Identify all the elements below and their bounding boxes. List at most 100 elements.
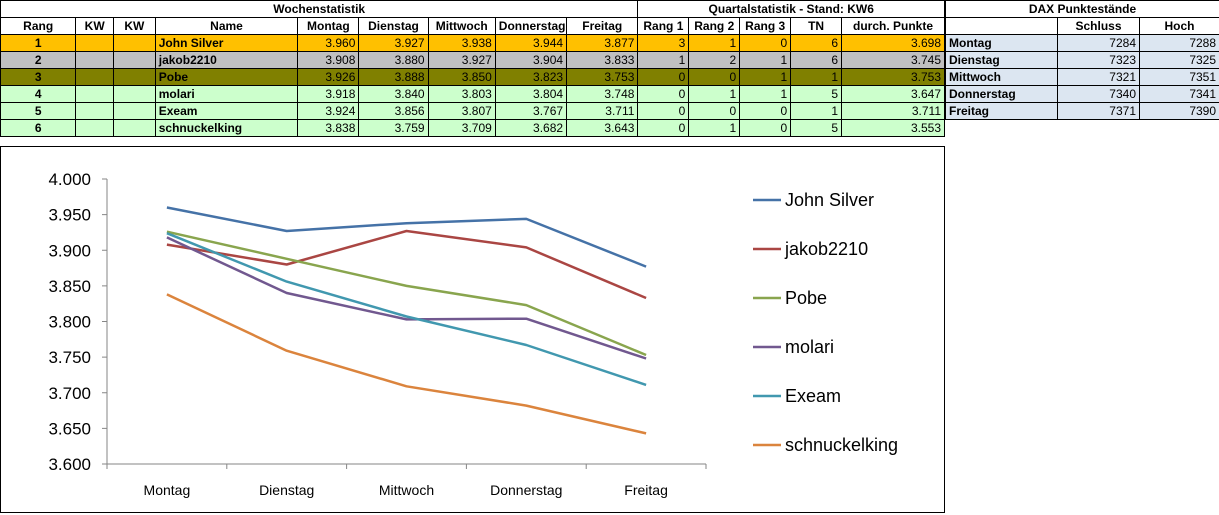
rang2-cell: 1 (688, 119, 741, 137)
col-header-dienstag: Dienstag (358, 17, 429, 35)
tn-cell: 6 (790, 51, 843, 69)
freitag-cell: 3.711 (566, 102, 639, 120)
rang3-cell: 0 (739, 34, 792, 52)
avg-cell: 3.745 (841, 51, 945, 69)
freitag-cell: 3.753 (566, 68, 639, 86)
y-tick-label: 3.950 (48, 206, 91, 225)
kw-cell (113, 85, 156, 103)
dax-table: DAX Punktestände Schluss Hoch Montag 7284… (944, 0, 1219, 120)
montag-cell: 3.924 (297, 102, 360, 120)
series-line-3 (166, 236, 647, 360)
montag-cell: 3.918 (297, 85, 360, 103)
col-header-montag: Montag (297, 17, 360, 35)
donnerstag-cell: 3.804 (494, 85, 568, 103)
donnerstag-cell: 3.767 (494, 102, 568, 120)
kw-cell (75, 102, 115, 120)
donnerstag-cell: 3.904 (494, 51, 568, 69)
kw-cell (113, 68, 156, 86)
x-tick-label: Donnerstag (490, 482, 562, 498)
rang2-cell: 0 (688, 102, 741, 120)
legend-entry: molari (785, 337, 834, 357)
line-chart: 3.600 3.650 3.700 3.750 3.800 3.850 3.900 3.950… (48, 170, 898, 498)
legend-entry: Exeam (785, 386, 841, 406)
legend-entry: jakob2210 (784, 239, 868, 259)
series-line-5 (166, 293, 647, 435)
dax-col-header-schluss: Schluss (1057, 17, 1140, 35)
col-header-name: Name (154, 17, 299, 35)
mittwoch-cell: 3.709 (427, 119, 496, 137)
dienstag-cell: 3.888 (358, 68, 429, 86)
y-tick-label: 3.650 (48, 419, 91, 438)
montag-cell: 3.926 (297, 68, 360, 86)
rang-cell: 4 (0, 85, 77, 103)
y-tick-label: 3.850 (48, 277, 91, 296)
rang1-cell: 1 (637, 51, 690, 69)
freitag-cell: 3.833 (566, 51, 639, 69)
x-tick-label: Freitag (624, 482, 668, 498)
y-tick-label: 3.750 (48, 348, 91, 367)
rang-cell: 5 (0, 102, 77, 120)
name-cell: schnuckelking (154, 119, 299, 137)
series-line-1 (166, 229, 647, 300)
legend-entry: schnuckelking (785, 435, 898, 455)
kw-cell (75, 34, 115, 52)
dax-hoch-cell: 7390 (1138, 102, 1219, 120)
freitag-cell: 3.748 (566, 85, 639, 103)
kw-cell (75, 85, 115, 103)
dax-day-cell: Donnerstag (945, 85, 1058, 103)
dax-col-header-day (945, 17, 1058, 35)
avg-cell: 3.553 (841, 119, 945, 137)
x-tick-label: Montag (144, 482, 191, 498)
rang3-cell: 1 (739, 68, 792, 86)
name-cell: John Silver (154, 34, 299, 52)
col-header-donnerstag: Donnerstag (494, 17, 568, 35)
dax-schluss-cell: 7321 (1057, 68, 1140, 86)
dax-schluss-cell: 7371 (1057, 102, 1140, 120)
dax-day-cell: Dienstag (945, 51, 1058, 69)
table-body: 1 John Silver 3.960 3.927 3.938 3.944 3.877 3 1 0… (0, 34, 945, 137)
kw-cell (75, 68, 115, 86)
dax-row: Dienstag 7323 7325 (945, 51, 1219, 69)
x-tick-label: Mittwoch (379, 482, 434, 498)
dax-row: Mittwoch 7321 7351 (945, 68, 1219, 86)
y-tick-label: 4.000 (48, 170, 91, 189)
rang-cell: 3 (0, 68, 77, 86)
rang2-cell: 1 (688, 85, 741, 103)
name-cell: molari (154, 85, 299, 103)
avg-cell: 3.698 (841, 34, 945, 52)
dienstag-cell: 3.880 (358, 51, 429, 69)
rang3-cell: 1 (739, 51, 792, 69)
rang-cell: 2 (0, 51, 77, 69)
tn-cell: 5 (790, 119, 843, 137)
y-tick-label: 3.600 (48, 455, 91, 474)
dax-schluss-cell: 7284 (1057, 34, 1140, 52)
mittwoch-cell: 3.927 (427, 51, 496, 69)
freitag-cell: 3.643 (566, 119, 639, 137)
col-header-rang2: Rang 2 (688, 17, 741, 35)
dax-title: DAX Punktestände (944, 0, 1219, 18)
col-header-freitag: Freitag (566, 17, 639, 35)
rang2-cell: 2 (688, 51, 741, 69)
dax-row: Freitag 7371 7390 (945, 102, 1219, 120)
donnerstag-cell: 3.823 (494, 68, 568, 86)
wochenstatistik-title: Wochenstatistik (0, 0, 639, 18)
mittwoch-cell: 3.807 (427, 102, 496, 120)
rang1-cell: 0 (637, 102, 690, 120)
series-line-2 (166, 230, 647, 357)
chart-panel: 3.600 3.650 3.700 3.750 3.800 3.850 3.900 3.950… (0, 146, 945, 513)
dax-day-cell: Freitag (945, 102, 1058, 120)
freitag-cell: 3.877 (566, 34, 639, 52)
rang3-cell: 1 (739, 85, 792, 103)
table-row: 3 Pobe 3.926 3.888 3.850 3.823 3.753 0 0 1 1 3.753 (0, 68, 945, 86)
name-cell: jakob2210 (154, 51, 299, 69)
dienstag-cell: 3.856 (358, 102, 429, 120)
kw-cell (75, 51, 115, 69)
montag-cell: 3.838 (297, 119, 360, 137)
dienstag-cell: 3.759 (358, 119, 429, 137)
tn-cell: 1 (790, 68, 843, 86)
y-tick-label: 3.900 (48, 241, 91, 260)
rang-cell: 6 (0, 119, 77, 137)
table-row: 4 molari 3.918 3.840 3.803 3.804 3.748 0 1 1 5 3.64… (0, 85, 945, 103)
col-header-rang1: Rang 1 (637, 17, 690, 35)
dax-day-cell: Montag (945, 34, 1058, 52)
